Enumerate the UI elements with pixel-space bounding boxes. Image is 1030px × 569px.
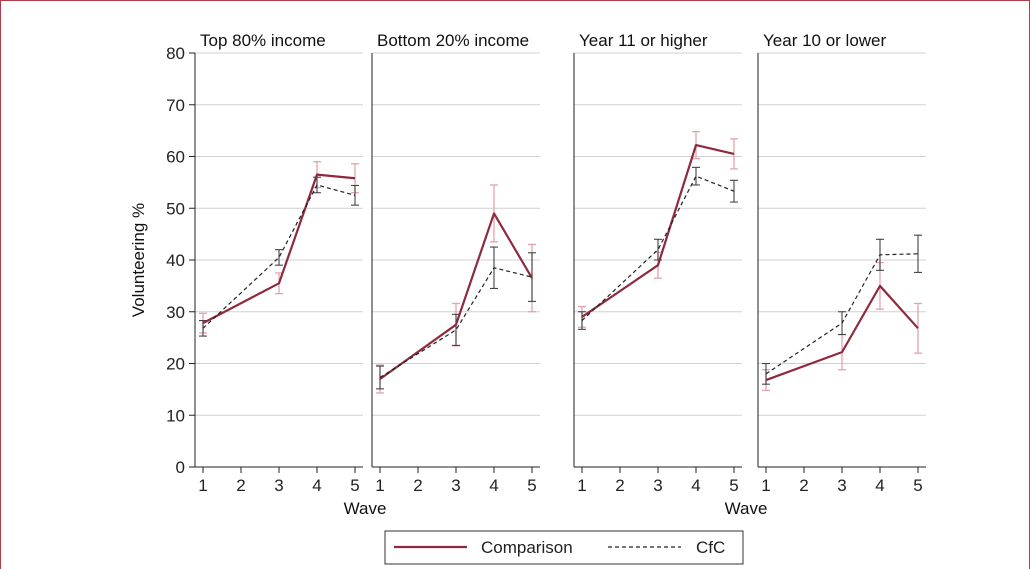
panel-axes	[189, 52, 926, 473]
x-axis-title-left: Wave	[344, 499, 387, 518]
series-lines	[199, 131, 922, 394]
x-tick-label: 5	[729, 476, 738, 495]
cfc-line	[202, 184, 356, 329]
x-tick-label: 3	[274, 476, 283, 495]
comparison-line	[202, 173, 356, 325]
legend-cfc-label: CfC	[696, 538, 725, 557]
panel-title: Bottom 20% income	[377, 31, 529, 50]
y-tick-label: 0	[176, 458, 185, 477]
x-tick-label: 3	[451, 476, 460, 495]
x-tick-label: 5	[913, 476, 922, 495]
x-tick-label: 1	[198, 476, 207, 495]
x-tick-label: 2	[799, 476, 808, 495]
cfc-line	[379, 267, 533, 378]
x-tick-label: 4	[691, 476, 700, 495]
x-tick-label: 2	[615, 476, 624, 495]
panel-title: Year 11 or higher	[579, 31, 708, 50]
x-tick-label: 2	[413, 476, 422, 495]
x-tick-label: 5	[527, 476, 536, 495]
comparison-line	[581, 144, 735, 318]
x-tick-label: 4	[875, 476, 884, 495]
legend: Comparison CfC	[384, 530, 744, 565]
panel-title: Year 10 or lower	[763, 31, 887, 50]
x-tick-label: 1	[761, 476, 770, 495]
x-tick-label: 3	[837, 476, 846, 495]
x-tick-label: 3	[653, 476, 662, 495]
panel-titles: Top 80% income Bottom 20% income Year 11 o…	[200, 31, 887, 50]
y-tick-label: 20	[166, 355, 185, 374]
cfc-line	[765, 253, 919, 375]
grid-lines	[195, 52, 926, 416]
x-tick-label: 5	[350, 476, 359, 495]
panel-title: Top 80% income	[200, 31, 326, 50]
y-tick-label: 40	[166, 251, 185, 270]
x-axis-title-right: Wave	[725, 499, 768, 518]
x-tick-label: 2	[236, 476, 245, 495]
y-tick-label: 30	[166, 303, 185, 322]
y-tick-label: 10	[166, 406, 185, 425]
y-tick-label: 80	[166, 44, 185, 63]
legend-comparison-label: Comparison	[481, 538, 573, 557]
x-tick-label: 1	[375, 476, 384, 495]
y-tick-label: 70	[166, 96, 185, 115]
x-tick-label: 4	[489, 476, 498, 495]
x-tick-label: 4	[312, 476, 321, 495]
comparison-line	[379, 212, 533, 380]
cfc-line	[581, 175, 735, 321]
y-axis-title: Volunteering %	[129, 203, 148, 317]
y-tick-label: 60	[166, 148, 185, 167]
y-tick-label: 50	[166, 199, 185, 218]
x-tick-label: 1	[577, 476, 586, 495]
comparison-line	[765, 284, 919, 382]
